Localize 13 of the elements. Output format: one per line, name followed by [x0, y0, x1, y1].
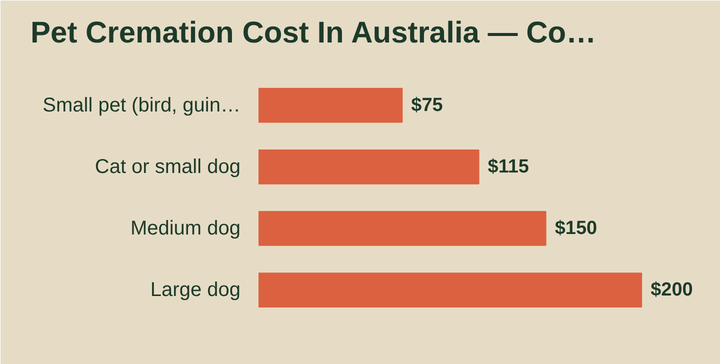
chart-title: Pet Cremation Cost In Australia — Co… [30, 16, 596, 50]
bar [258, 149, 480, 184]
data-label: $150 [554, 218, 598, 239]
y-tick-label: Cat or small dog [94, 156, 241, 178]
bar [258, 88, 403, 123]
y-tick-label: Large dog [150, 279, 240, 302]
bar [258, 211, 546, 246]
data-label: $115 [488, 156, 530, 178]
y-tick-label: Small pet (bird, guin… [42, 94, 241, 116]
bar [258, 272, 642, 308]
data-label: $200 [650, 280, 693, 301]
y-tick-label: Medium dog [130, 217, 241, 240]
data-label: $75 [411, 94, 444, 116]
